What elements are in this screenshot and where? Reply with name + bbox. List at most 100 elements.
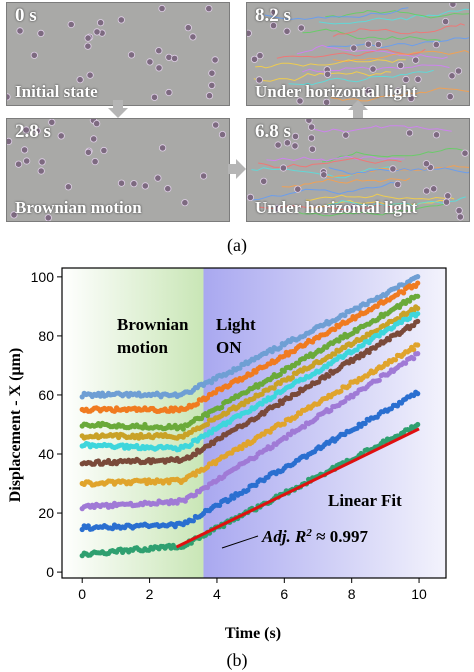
y-axis-label: Displacement - X (μm) <box>7 348 24 502</box>
particle <box>320 171 328 179</box>
data-point <box>332 351 338 357</box>
particle <box>247 193 254 201</box>
panel-caption: Brownian motion <box>15 198 142 217</box>
particle-track <box>281 177 411 188</box>
y-tick-label: 60 <box>38 387 54 403</box>
particle <box>444 192 452 200</box>
particle <box>48 119 56 126</box>
particle <box>364 40 373 48</box>
particle <box>291 132 300 140</box>
data-point <box>415 274 421 280</box>
particle <box>165 53 173 61</box>
series <box>79 342 421 488</box>
particle <box>308 145 317 153</box>
particle <box>7 137 13 145</box>
region-label-light-2: ON <box>216 338 242 357</box>
data-point <box>219 404 225 411</box>
particle <box>200 172 208 180</box>
particle <box>456 213 464 221</box>
particle <box>283 139 292 147</box>
panel-caption: Initial state <box>15 82 98 101</box>
particle <box>84 148 93 156</box>
particle <box>407 94 415 103</box>
particle-track <box>266 155 405 162</box>
particle <box>324 70 332 78</box>
data-point <box>415 293 421 299</box>
particle-track <box>258 157 402 168</box>
particle <box>212 121 220 129</box>
particle <box>397 61 405 70</box>
particle <box>423 187 431 195</box>
particle <box>21 146 29 154</box>
particle <box>454 67 463 75</box>
particle-track <box>328 167 469 175</box>
particle <box>432 131 441 139</box>
particle <box>184 24 192 32</box>
series <box>79 293 421 432</box>
particle <box>159 144 167 152</box>
particle <box>374 40 382 49</box>
particle <box>350 203 358 211</box>
arrow-down-icon <box>108 100 128 118</box>
particle <box>414 75 422 83</box>
particle <box>164 185 172 193</box>
particle <box>158 4 166 13</box>
particle-track <box>302 28 441 41</box>
particle <box>171 54 179 63</box>
y-tick-label: 40 <box>38 446 54 462</box>
particle <box>154 174 162 182</box>
x-tick-label: 8 <box>348 586 356 602</box>
data-point <box>415 305 421 311</box>
region-label-brownian-1: Brownian <box>117 315 189 334</box>
data-point <box>415 280 421 286</box>
data-point <box>415 421 421 428</box>
particle <box>448 72 456 80</box>
data-point <box>362 420 368 427</box>
particle-track <box>325 9 469 19</box>
arrow-right-icon <box>228 159 246 179</box>
particle <box>64 183 73 191</box>
data-point <box>277 371 283 378</box>
particle <box>165 88 173 97</box>
particle <box>291 142 299 150</box>
data-point <box>415 318 421 324</box>
particle-track <box>251 166 393 179</box>
particle <box>155 64 163 72</box>
particle-track <box>332 23 465 37</box>
particle <box>442 18 450 26</box>
particles-image <box>7 4 219 101</box>
particle <box>270 8 278 16</box>
data-point <box>376 377 382 383</box>
particle-track <box>298 203 446 217</box>
data-point <box>411 347 417 353</box>
data-point <box>411 356 417 362</box>
particle <box>90 135 98 143</box>
particle <box>23 157 31 165</box>
particle <box>84 42 92 50</box>
data-point <box>336 338 342 344</box>
particle-track <box>330 87 469 102</box>
particle <box>86 71 94 79</box>
particle <box>446 93 454 101</box>
x-tick-label: 0 <box>78 586 86 602</box>
panel-time-label: 8.2 s <box>255 5 291 26</box>
particle <box>430 185 438 193</box>
particle <box>22 126 30 134</box>
data-point <box>192 452 198 458</box>
figure-label-b: (b) <box>226 650 248 670</box>
particles-image <box>7 119 227 221</box>
particle <box>10 211 18 219</box>
particle-track <box>296 44 448 60</box>
x-axis-label: Time (s) <box>225 625 281 642</box>
particle <box>15 160 23 168</box>
region-label-light-1: Light <box>216 315 256 334</box>
data-point <box>192 492 198 498</box>
data-point <box>386 337 392 343</box>
x-tick-label: 4 <box>213 586 221 602</box>
data-point <box>271 385 277 391</box>
arrow-up-icon <box>348 100 368 118</box>
data-point <box>415 342 421 348</box>
series <box>79 351 421 512</box>
x-tick-label: 2 <box>146 586 154 602</box>
